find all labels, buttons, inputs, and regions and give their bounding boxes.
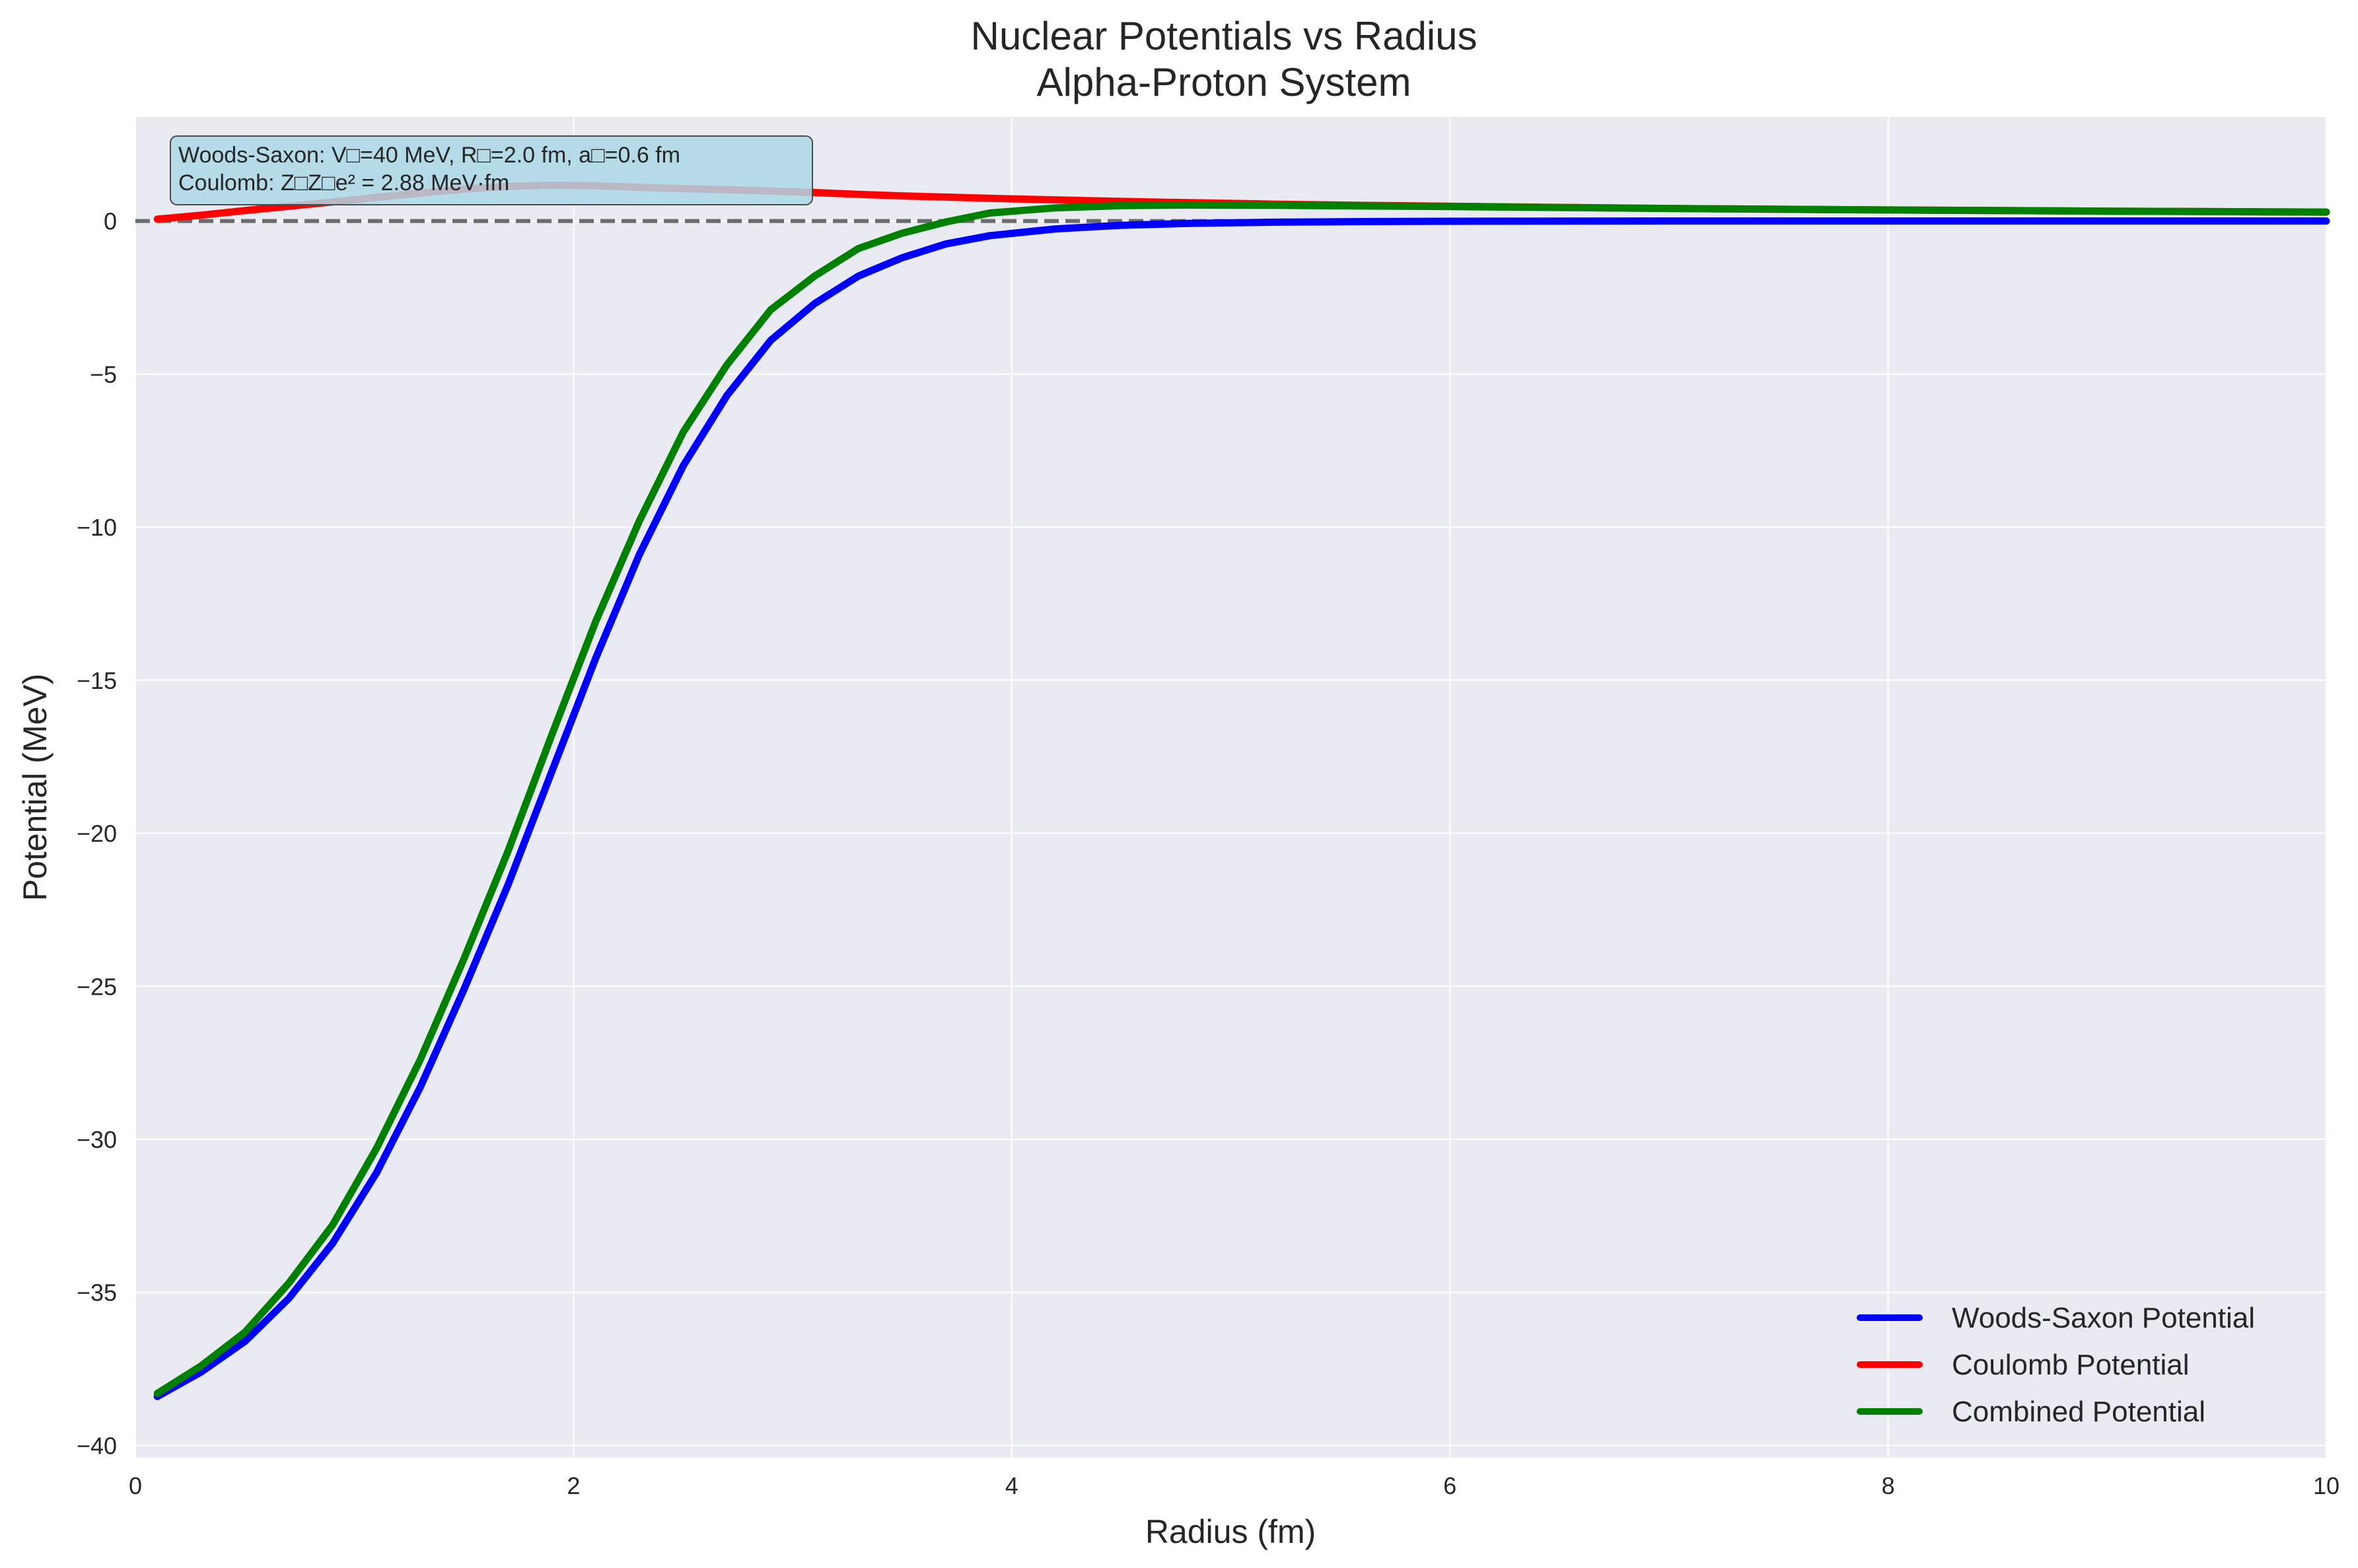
plot-area [135,117,2326,1458]
y-tick-label: −40 [77,1432,117,1459]
chart-subtitle: Alpha-Proton System [1037,60,1411,104]
x-tick-label: 10 [2313,1472,2340,1499]
y-tick-label: −25 [77,973,117,1000]
y-axis-ticks: 0 −5 −10 −15 −20 −25 −30 −35 −40 [77,208,117,1460]
x-tick-label: 6 [1443,1472,1456,1499]
legend: Woods-Saxon Potential Coulomb Potential … [1857,1302,2255,1428]
x-axis-label: Radius (fm) [1145,1513,1316,1550]
y-tick-label: −5 [90,361,117,388]
y-tick-label: 0 [104,208,117,235]
x-axis-ticks: 0 2 4 6 8 10 [129,1472,2340,1499]
y-tick-label: −30 [77,1126,117,1153]
x-tick-label: 8 [1882,1472,1895,1499]
y-axis-label: Potential (MeV) [17,674,54,902]
y-tick-label: −35 [77,1279,117,1306]
x-tick-label: 0 [129,1472,142,1499]
legend-label-woods-saxon: Woods-Saxon Potential [1952,1302,2255,1334]
annotation-line-1: Woods-Saxon: V□=40 MeV, R□=2.0 fm, a□=0.… [178,143,680,168]
annotation-background [170,135,813,205]
annotation-box: Woods-Saxon: V□=40 MeV, R□=2.0 fm, a□=0.… [170,135,813,205]
legend-label-combined: Combined Potential [1952,1396,2205,1428]
x-tick-label: 4 [1005,1472,1018,1499]
chart-title: Nuclear Potentials vs Radius [970,14,1477,58]
x-tick-label: 2 [567,1472,580,1499]
series-line-2 [153,201,2330,1398]
y-tick-label: −10 [77,514,117,541]
legend-label-coulomb: Coulomb Potential [1952,1349,2190,1381]
y-tick-label: −20 [77,820,117,847]
series-line-0 [153,217,2330,1400]
annotation-line-2: Coulomb: Z□Z□e² = 2.88 MeV·fm [178,170,509,196]
grid-lines [135,117,2327,1458]
y-tick-label: −15 [77,667,117,694]
